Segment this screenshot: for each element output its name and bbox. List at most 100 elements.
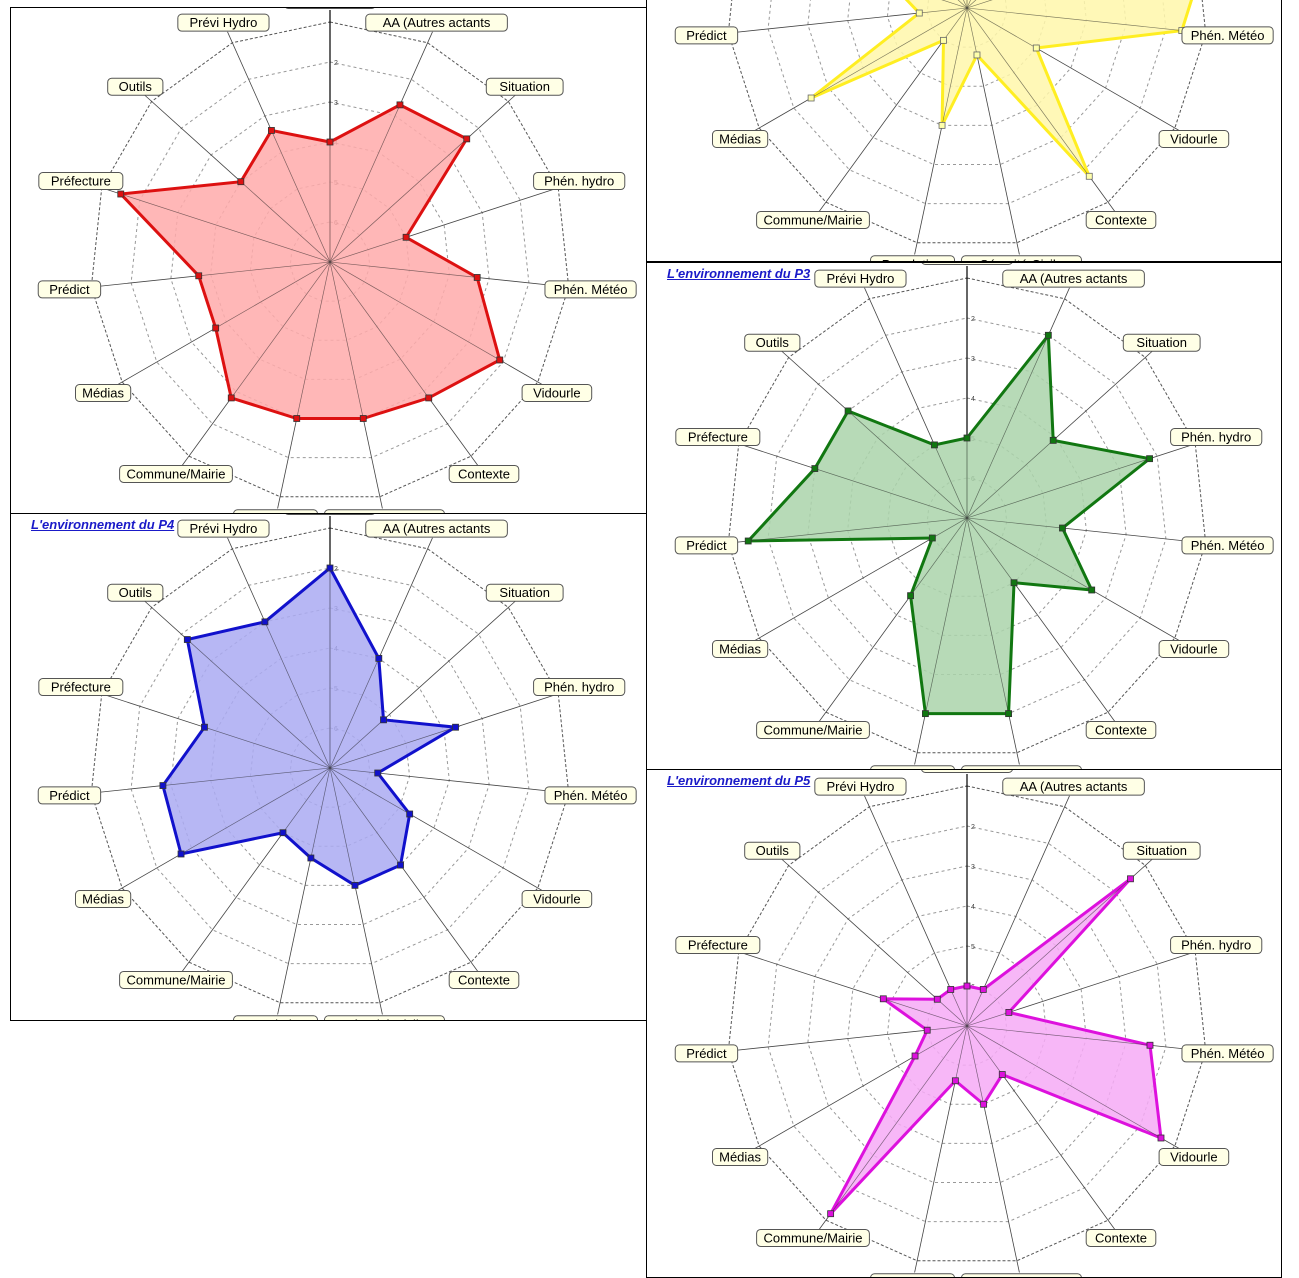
axis-label-box	[674, 1044, 739, 1063]
inner-spoke	[329, 767, 401, 866]
inner-spoke	[120, 193, 331, 263]
inner-spoke	[966, 7, 1090, 177]
axis-label-box	[1122, 333, 1201, 352]
axis-labels: Prévi MétéoAA (Autres actantsSituationPh…	[674, 26, 1274, 261]
axis-label-9: Commune/Mairie	[119, 464, 233, 483]
axis-label-box	[285, 514, 375, 515]
inner-spoke	[941, 7, 968, 126]
axis-label-box	[1181, 26, 1274, 45]
axis-labels: Prévi MétéoAA (Autres actantsSituationPh…	[674, 263, 1274, 770]
axis-label-14: Prévi Hydro	[814, 777, 907, 796]
axis-label-12: Préfecture	[675, 936, 761, 955]
axis-label-12: Préfecture	[675, 428, 761, 447]
axis-label-box	[1085, 210, 1157, 229]
grid-ring	[807, 0, 1127, 166]
axis-label-0: Prévi Météo	[285, 8, 375, 9]
axis-label-10: Médias	[712, 640, 769, 658]
axis-label-text: Vidourle	[533, 386, 580, 401]
inner-spoke	[329, 138, 467, 263]
data-point	[973, 51, 981, 59]
axis-label-text: Prévi Météo	[932, 263, 1001, 264]
data-point	[496, 356, 504, 364]
radar-chart-p4: 23456Prévi MétéoAA (Autres actantsSituat…	[37, 514, 637, 1021]
data-point	[183, 636, 191, 643]
data-point	[1049, 436, 1057, 444]
data-point	[1146, 455, 1154, 463]
axis-label-box	[107, 583, 164, 602]
axis-label-box	[870, 765, 955, 769]
inner-spoke	[883, 998, 968, 1027]
axis-label-box	[521, 890, 593, 908]
data-point	[326, 564, 334, 572]
data-point	[1005, 1009, 1013, 1016]
inner-spoke	[329, 261, 500, 361]
axis-label-box	[960, 255, 1082, 261]
data-point	[915, 9, 923, 17]
data-point	[933, 995, 941, 1003]
data-point	[938, 121, 946, 129]
axis-label-text: Sécurité Civile	[980, 767, 1063, 770]
grid-ring	[130, 567, 530, 965]
axis-label-text: Prédict	[686, 28, 727, 43]
axis-label-3: Phén. hydro	[1170, 936, 1263, 955]
radar-panel-p5: L'environnement du P5 23456Prévi MétéoAA…	[646, 769, 1282, 1278]
axis-label-text: AA (Autres actants	[383, 521, 491, 536]
axis-label-8: Population	[870, 765, 955, 769]
axis-label-7: Sécurité Civile	[324, 509, 445, 514]
axis-label-2: Situation	[485, 583, 564, 602]
axis-label-box	[75, 890, 132, 908]
inner-spoke	[748, 517, 968, 542]
inner-spoke	[847, 410, 968, 519]
inner-spoke	[966, 517, 1009, 714]
axis-label-text: Commune/Mairie	[764, 212, 863, 227]
tick-label: 2	[971, 316, 975, 323]
axis-label-11: Prédict	[674, 26, 739, 45]
chart-title-p5: L'environnement du P5	[667, 773, 811, 788]
inner-spoke	[955, 1025, 968, 1081]
axis-label-box	[1181, 536, 1274, 555]
axis-label-5: Vidourle	[1158, 640, 1230, 658]
grid-ring	[170, 607, 490, 926]
inner-spoke	[932, 517, 968, 539]
axis-label-box	[521, 384, 593, 402]
grid-ring	[210, 647, 450, 886]
axis-label-box	[177, 519, 270, 538]
axis-label-text: Situation	[499, 79, 550, 94]
axis-label-box	[756, 720, 870, 739]
axis-label-6: Contexte	[448, 970, 520, 989]
axis-label-box	[533, 678, 626, 697]
axis-label-text: Sécurité Civile	[980, 1275, 1063, 1278]
data-point	[947, 986, 955, 993]
tick-labels: 23456	[971, 824, 975, 991]
data-point	[402, 233, 410, 241]
data-point	[425, 394, 433, 402]
axis-label-text: Prévi Météo	[932, 770, 1001, 772]
series-area	[744, 331, 1154, 716]
data-point	[463, 135, 471, 143]
inner-spoke	[966, 1025, 1162, 1139]
axis-label-box	[107, 77, 164, 96]
data-point	[931, 441, 938, 449]
axis-label-12: Préfecture	[38, 172, 124, 191]
axis-label-text: Contexte	[458, 972, 510, 987]
axis-label-11: Prédict	[37, 280, 102, 299]
axis-label-text: Phén. Météo	[1191, 538, 1265, 553]
inner-spoke	[329, 261, 364, 419]
axis-label-text: Population	[245, 1017, 306, 1021]
data-point	[1127, 875, 1134, 883]
data-point	[1010, 579, 1018, 587]
axis-label-box	[674, 536, 739, 555]
inner-spoke	[966, 878, 1131, 1027]
axis-label-text: Sécurité Civile	[343, 511, 426, 514]
axis-label-4: Phén. Météo	[1181, 536, 1274, 555]
grid-ring	[90, 527, 570, 1004]
axis-label-box	[177, 13, 270, 32]
tick-label: 3	[971, 356, 975, 363]
axis-label-4: Phén. Météo	[1181, 1044, 1274, 1063]
data-point	[1146, 1041, 1154, 1049]
axis-label-6: Contexte	[1085, 720, 1157, 739]
axis-label-2: Situation	[1122, 333, 1201, 352]
axis-labels: Prévi MétéoAA (Autres actantsSituationPh…	[37, 8, 637, 514]
data-point	[928, 534, 936, 542]
axis-label-box	[1158, 1148, 1230, 1166]
